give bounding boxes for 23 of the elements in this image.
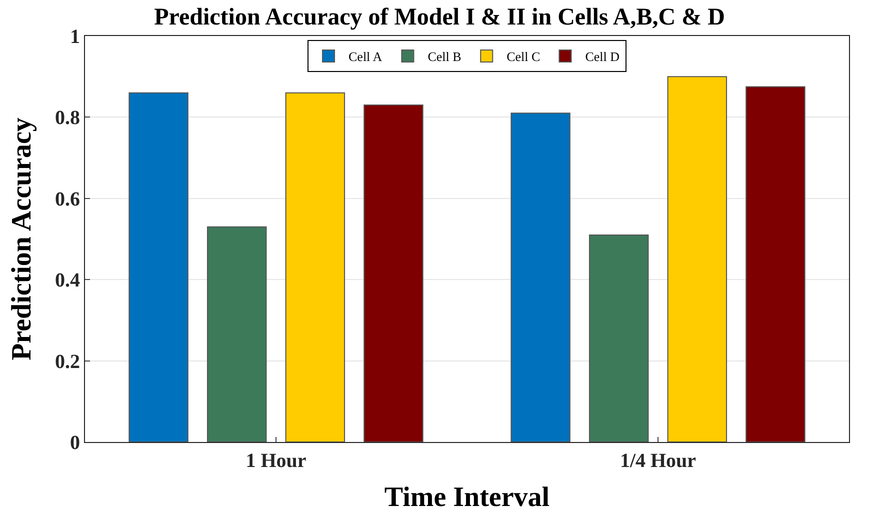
x-axis-title: Time Interval <box>384 482 550 514</box>
bar <box>364 104 424 442</box>
y-tick-label: 0.4 <box>55 270 80 292</box>
y-axis-title: Prediction Accuracy <box>6 118 38 360</box>
y-tick-label: 0.2 <box>55 350 80 373</box>
legend-label: Cell C <box>506 49 540 64</box>
bar <box>746 86 806 442</box>
y-tick-label: 0 <box>70 432 80 454</box>
chart-title: Prediction Accuracy of Model I & II in Cells A,B,C & D <box>154 4 725 31</box>
bar <box>588 234 649 442</box>
y-tick-label: 0.8 <box>55 107 80 130</box>
bar <box>510 112 570 442</box>
bar <box>128 92 188 442</box>
y-tick-label: 0.6 <box>55 188 80 210</box>
y-tick-label: 1 <box>70 26 80 48</box>
bar <box>206 226 267 442</box>
legend-label: Cell D <box>585 49 620 64</box>
x-tick-label: 1/4 Hour <box>620 450 696 472</box>
legend-label: Cell A <box>348 49 383 64</box>
legend-label: Cell B <box>428 49 462 64</box>
x-tick-label: 1 Hour <box>246 450 306 472</box>
bar <box>285 92 346 442</box>
bar <box>667 76 728 442</box>
